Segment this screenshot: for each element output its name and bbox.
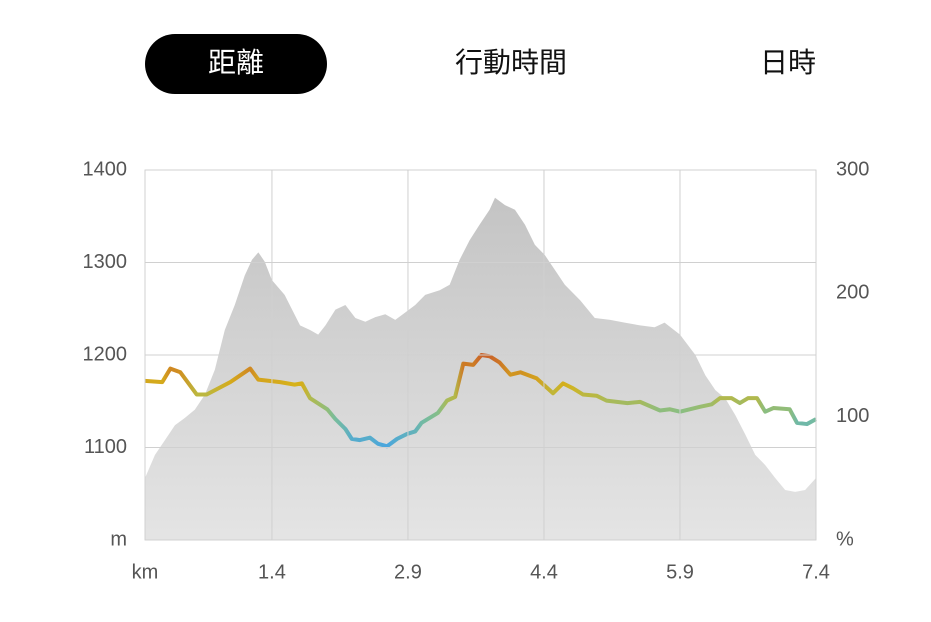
y2-tick-label: 300 (836, 158, 869, 180)
y2-tick-label: 200 (836, 282, 869, 304)
tab-label: 行動時間 (455, 46, 567, 79)
tab-label: 距離 (208, 46, 264, 79)
x-tick-label: 5.9 (666, 561, 694, 583)
y-tick-label: 1300 (83, 251, 128, 273)
tab-bar: 距離 行動時間 日時 (145, 34, 816, 94)
tab-selected-bg (145, 34, 327, 94)
x-tick-label: 1.4 (258, 561, 286, 583)
y-tick-label: 1400 (83, 158, 128, 180)
x-tick-label: 2.9 (394, 561, 422, 583)
tab-label: 日時 (760, 46, 816, 79)
y-tick-label: m (110, 528, 127, 550)
x-tick-label: 7.4 (802, 561, 830, 583)
x-tick-label: 4.4 (530, 561, 558, 583)
y2-tick-label: % (836, 528, 854, 550)
grade-line (144, 353, 817, 449)
elevation-area (145, 197, 816, 540)
y2-tick-label: 100 (836, 405, 869, 427)
tab[interactable]: 行動時間 (455, 46, 567, 79)
tab[interactable]: 距離 (145, 34, 327, 94)
x-tick-label: km (132, 561, 159, 583)
tab[interactable]: 日時 (760, 46, 816, 79)
y-tick-label: 1100 (84, 436, 127, 458)
y-tick-label: 1200 (83, 343, 128, 365)
grid (144, 169, 817, 541)
chart: m 1100 1200 1300 1400% 100 200 300 km 1.4 2.9 4.4 5.… (83, 158, 870, 583)
